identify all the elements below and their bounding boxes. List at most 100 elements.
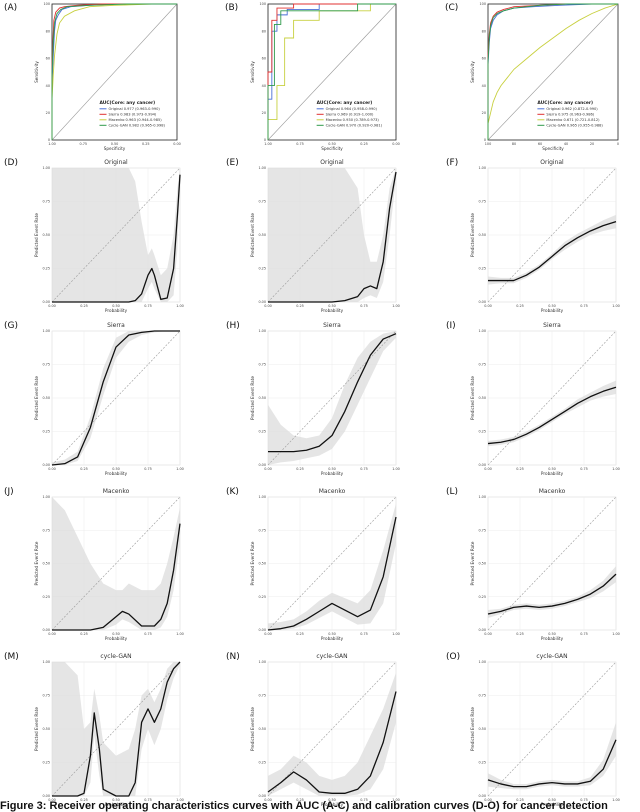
y-axis-label: Sensitivity <box>250 61 255 83</box>
x-tick-label: 0.25 <box>80 304 88 308</box>
panel-letter: (M) <box>4 652 19 662</box>
panel-o: (O) 0.00 0.25 0.50 0.75 1.00 0.00 0.25 0.50 0.75 1… <box>446 652 620 807</box>
y-tick-label: 0.50 <box>258 233 266 237</box>
x-tick-label: 0.00 <box>48 304 56 308</box>
panel-k: (K) 0.00 0.25 0.50 0.75 1.00 0.00 0.25 0.50 0.75 1… <box>226 487 400 641</box>
x-tick-label: 1.00 <box>176 304 184 308</box>
y-tick-label: 0.00 <box>478 794 486 798</box>
x-tick-label: 0.00 <box>484 632 492 636</box>
y-tick-label: 0.50 <box>258 562 266 566</box>
y-tick-label: 1.00 <box>258 166 266 170</box>
x-axis-label: Probability <box>105 802 128 807</box>
x-tick-label: 0.75 <box>296 142 304 146</box>
panel-letter: (I) <box>446 321 456 331</box>
x-tick-label: 0.75 <box>144 798 152 802</box>
x-tick-label: 0.00 <box>264 467 272 471</box>
panel-g: (G) 0.00 0.25 0.50 0.75 1.00 0.00 0.25 0.50 0.75 1… <box>4 321 184 476</box>
x-tick-label: 0.00 <box>392 142 400 146</box>
x-tick-label: 0.00 <box>173 142 181 146</box>
x-tick-label: 1.00 <box>176 632 184 636</box>
y-tick-label: 100 <box>260 2 266 6</box>
y-axis-label: Predicted Event Rate <box>470 541 475 585</box>
panel-letter: (L) <box>446 487 458 497</box>
x-axis-label: Probability <box>541 802 564 807</box>
y-tick-label: 0.75 <box>258 200 266 204</box>
y-tick-label: 1.00 <box>478 495 486 499</box>
panel-letter: (F) <box>446 158 458 168</box>
x-tick-label: 1.00 <box>176 798 184 802</box>
y-tick-label: 1.00 <box>478 660 486 664</box>
panel-title: Original <box>540 159 564 166</box>
panel-letter: (E) <box>226 158 239 168</box>
y-tick-label: 0.25 <box>478 430 486 434</box>
legend-entry: Cycle-GAN 0.982 (0.965-0.998) <box>109 124 166 128</box>
y-tick-label: 0.25 <box>42 267 50 271</box>
y-tick-label: 0.00 <box>42 794 50 798</box>
x-tick-label: 0.75 <box>360 467 368 471</box>
calibration-curve <box>267 516 397 631</box>
legend-entry: Macenko 0.671 (0.721-0.812) <box>546 118 600 122</box>
x-tick-label: 0.75 <box>580 467 588 471</box>
x-tick-label: 0.50 <box>548 304 556 308</box>
chance-diagonal <box>267 3 397 141</box>
legend-entry: Original 0.977 (0.963-0.990) <box>109 107 161 111</box>
x-tick-label: 0.25 <box>296 304 304 308</box>
y-tick-label: 0.50 <box>42 562 50 566</box>
x-tick-label: 0.25 <box>516 467 524 471</box>
x-tick-label: 0.75 <box>360 304 368 308</box>
calibration-curve <box>488 220 617 282</box>
y-tick-label: 0.50 <box>478 727 486 731</box>
y-tick-label: 1.00 <box>478 329 486 333</box>
panel-title: Sierra <box>543 322 561 329</box>
y-tick-label: 0.00 <box>258 794 266 798</box>
legend-entry: Sierra 0.975 (0.963-0.986) <box>546 113 594 117</box>
y-tick-label: 20 <box>46 111 50 115</box>
y-tick-label: 0.25 <box>42 430 50 434</box>
y-tick-label: 0.50 <box>42 727 50 731</box>
y-tick-label: 60 <box>482 57 486 61</box>
x-tick-label: 0.75 <box>360 632 368 636</box>
x-tick-label: 0.00 <box>484 467 492 471</box>
y-tick-label: 0.00 <box>478 300 486 304</box>
x-axis-label: Probability <box>321 471 344 476</box>
roc-curve-3 <box>51 3 177 140</box>
panel-letter: (K) <box>226 487 239 497</box>
x-tick-label: 0.00 <box>264 798 272 802</box>
roc-curve-4 <box>267 3 396 140</box>
x-tick-label: 1.00 <box>612 632 620 636</box>
x-tick-label: 0.25 <box>516 632 524 636</box>
x-tick-label: 0.25 <box>296 798 304 802</box>
panel-title: Original <box>320 159 344 166</box>
y-axis-label: Sensitivity <box>470 61 475 83</box>
x-tick-label: 0.25 <box>80 798 88 802</box>
y-tick-label: 40 <box>46 84 50 88</box>
calibration-curve <box>268 333 397 453</box>
y-tick-label: 0.25 <box>478 595 486 599</box>
y-tick-label: 0.50 <box>478 233 486 237</box>
x-tick-label: 0.50 <box>328 798 336 802</box>
y-tick-label: 0.75 <box>478 363 486 367</box>
ideal-diagonal <box>487 496 617 631</box>
x-tick-label: 1.00 <box>176 467 184 471</box>
y-axis-label: Sensitivity <box>34 61 39 83</box>
calibration-curve <box>267 691 397 794</box>
panel-a: (A) 1.00 0.75 0.50 0.25 0.00 0 20 40 60 80 100 Speci… <box>4 2 181 151</box>
x-tick-label: 0.50 <box>112 467 120 471</box>
legend-title: AUC(Core: any cancer) <box>537 100 593 106</box>
y-tick-label: 0.50 <box>258 396 266 400</box>
x-tick-label: 1.00 <box>48 142 56 146</box>
x-axis-label: Probability <box>105 636 128 641</box>
x-tick-label: 0.00 <box>484 304 492 308</box>
panel-j: (J) 0.00 0.25 0.50 0.75 1.00 0.00 0.25 0.50 0.75 1… <box>4 487 184 641</box>
x-tick-label: 0.00 <box>264 632 272 636</box>
ideal-diagonal <box>51 330 181 466</box>
x-tick-label: 0.75 <box>144 304 152 308</box>
ideal-diagonal <box>267 661 397 797</box>
y-tick-label: 1.00 <box>42 660 50 664</box>
x-axis-label: Probability <box>541 636 564 641</box>
y-axis-label: Predicted Event Rate <box>250 376 255 420</box>
y-tick-label: 80 <box>482 29 486 33</box>
x-tick-label: 40 <box>564 142 568 146</box>
legend-entry: Macenko 0.963 (0.944-0.985) <box>109 118 163 122</box>
